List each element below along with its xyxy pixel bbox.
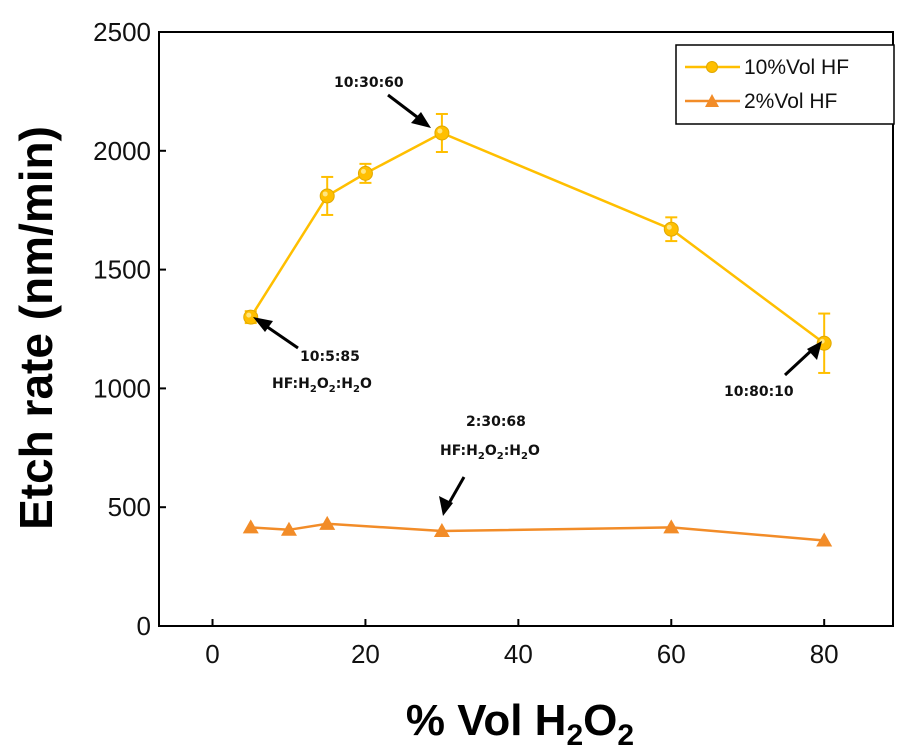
data-point xyxy=(663,221,679,237)
axes: 0 500 1000 1500 2000 2500 0 20 40 60 80 xyxy=(93,17,894,669)
y-tick-label: 500 xyxy=(108,492,151,522)
annotation-2-30-68-formula: HF:H2O2:H2O xyxy=(440,443,540,462)
data-point-highlight xyxy=(437,128,443,134)
legend-box xyxy=(675,44,895,125)
x-tick-label: 20 xyxy=(351,639,380,669)
legend-marker-2-hf xyxy=(705,94,719,107)
data-point xyxy=(816,532,833,547)
data-point xyxy=(243,309,259,325)
annotation-10-80-10: 10:80:10 xyxy=(724,384,794,400)
data-point xyxy=(663,519,680,534)
data-point-highlight xyxy=(360,168,366,174)
y-tick-label: 1000 xyxy=(93,373,151,403)
arrow-2-30-68 xyxy=(446,476,466,506)
y-tick-label: 1500 xyxy=(93,255,151,285)
arrowhead-2-30-68 xyxy=(439,496,453,516)
y-tick-label: 2000 xyxy=(93,136,151,166)
arrowhead-10-5-85 xyxy=(253,317,273,332)
annotations-layer: 10:30:60 10:5:85 HF:H2O2:H2O 10:80:10 2:… xyxy=(253,75,822,516)
x-tick-label: 40 xyxy=(504,639,533,669)
annotation-10-30-60: 10:30:60 xyxy=(334,75,404,91)
legend-label-10-hf: 10%Vol HF xyxy=(744,56,849,79)
y-axis-title: Etch rate (nm/min) xyxy=(10,126,62,530)
data-point-highlight xyxy=(322,191,328,197)
data-point xyxy=(319,515,336,530)
series-2-percent-hf xyxy=(242,515,833,547)
data-point xyxy=(357,165,373,181)
data-point xyxy=(433,522,450,537)
series-layer xyxy=(242,112,833,547)
legend: 10%Vol HF 2%Vol HF xyxy=(675,44,895,125)
annotation-2-30-68: 2:30:68 xyxy=(466,414,526,430)
data-point xyxy=(319,188,335,204)
arrow-10-5-85 xyxy=(262,322,299,350)
data-point xyxy=(434,125,450,141)
legend-marker-10-hf xyxy=(706,61,718,73)
y-tick-label: 0 xyxy=(137,611,151,641)
arrowhead-10-30-60 xyxy=(411,112,431,128)
annotation-arrows xyxy=(253,93,822,516)
data-point xyxy=(242,519,259,534)
annotation-10-5-85-formula: HF:H2O2:H2O xyxy=(272,376,372,395)
series-line xyxy=(250,522,825,542)
y-tick-label: 2500 xyxy=(93,17,151,47)
data-point xyxy=(280,521,297,536)
arrow-10-80-10 xyxy=(783,347,815,377)
plot-frame xyxy=(158,31,894,627)
annotation-10-5-85: 10:5:85 xyxy=(300,349,360,365)
x-tick-label: 60 xyxy=(657,639,686,669)
arrow-10-30-60 xyxy=(387,93,422,122)
x-tick-label: 80 xyxy=(810,639,839,669)
legend-label-2-hf: 2%Vol HF xyxy=(744,90,837,113)
arrowhead-10-80-10 xyxy=(807,341,822,360)
x-tick-label: 0 xyxy=(205,639,219,669)
series-10-percent-hf xyxy=(243,112,832,374)
series-line xyxy=(249,131,825,345)
x-axis-title: % Vol H2O2 xyxy=(406,696,634,752)
data-point-highlight xyxy=(246,312,252,318)
data-point-highlight xyxy=(666,224,672,230)
